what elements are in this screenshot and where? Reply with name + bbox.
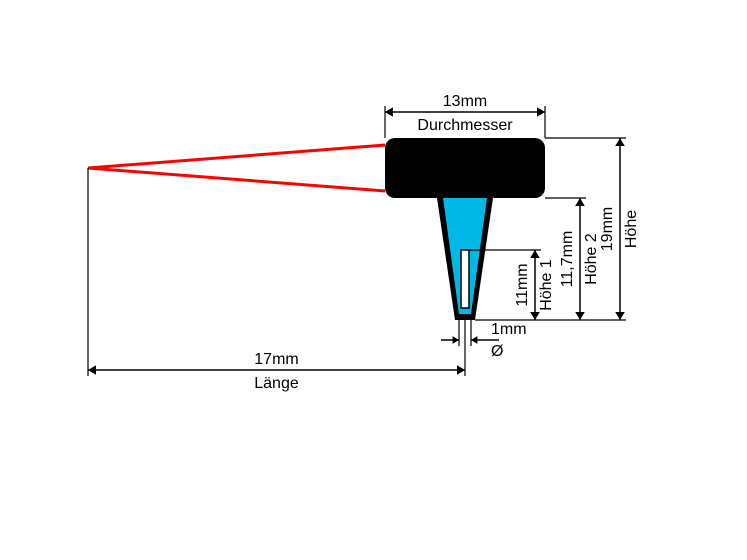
- cap-body: [385, 138, 545, 198]
- laser-beam-bottom: [88, 168, 385, 191]
- dim-1mm-value: 1mm: [491, 321, 527, 338]
- technical-diagram: 13mmDurchmesser17mmLänge19mmHöhe11,7mmHö…: [0, 0, 747, 560]
- dim-hoehe1-label: Höhe 1: [538, 259, 555, 311]
- dim-hoehe1-value: 11mm: [514, 263, 531, 306]
- slot: [461, 250, 469, 308]
- dim-hoehe-label: Höhe: [623, 210, 640, 248]
- dim-durchmesser-label: Durchmesser: [417, 117, 513, 134]
- dim-hoehe2-label: Höhe 2: [583, 233, 600, 285]
- dim-durchmesser-value: 13mm: [443, 93, 487, 110]
- dim-1mm-label: Ø: [491, 343, 503, 360]
- dim-hoehe-value: 19mm: [599, 207, 616, 251]
- laser-beam-top: [88, 145, 385, 168]
- dim-laenge-value: 17mm: [254, 351, 298, 368]
- dim-laenge-label: Länge: [254, 375, 299, 392]
- dim-hoehe2-value: 11,7mm: [559, 231, 576, 288]
